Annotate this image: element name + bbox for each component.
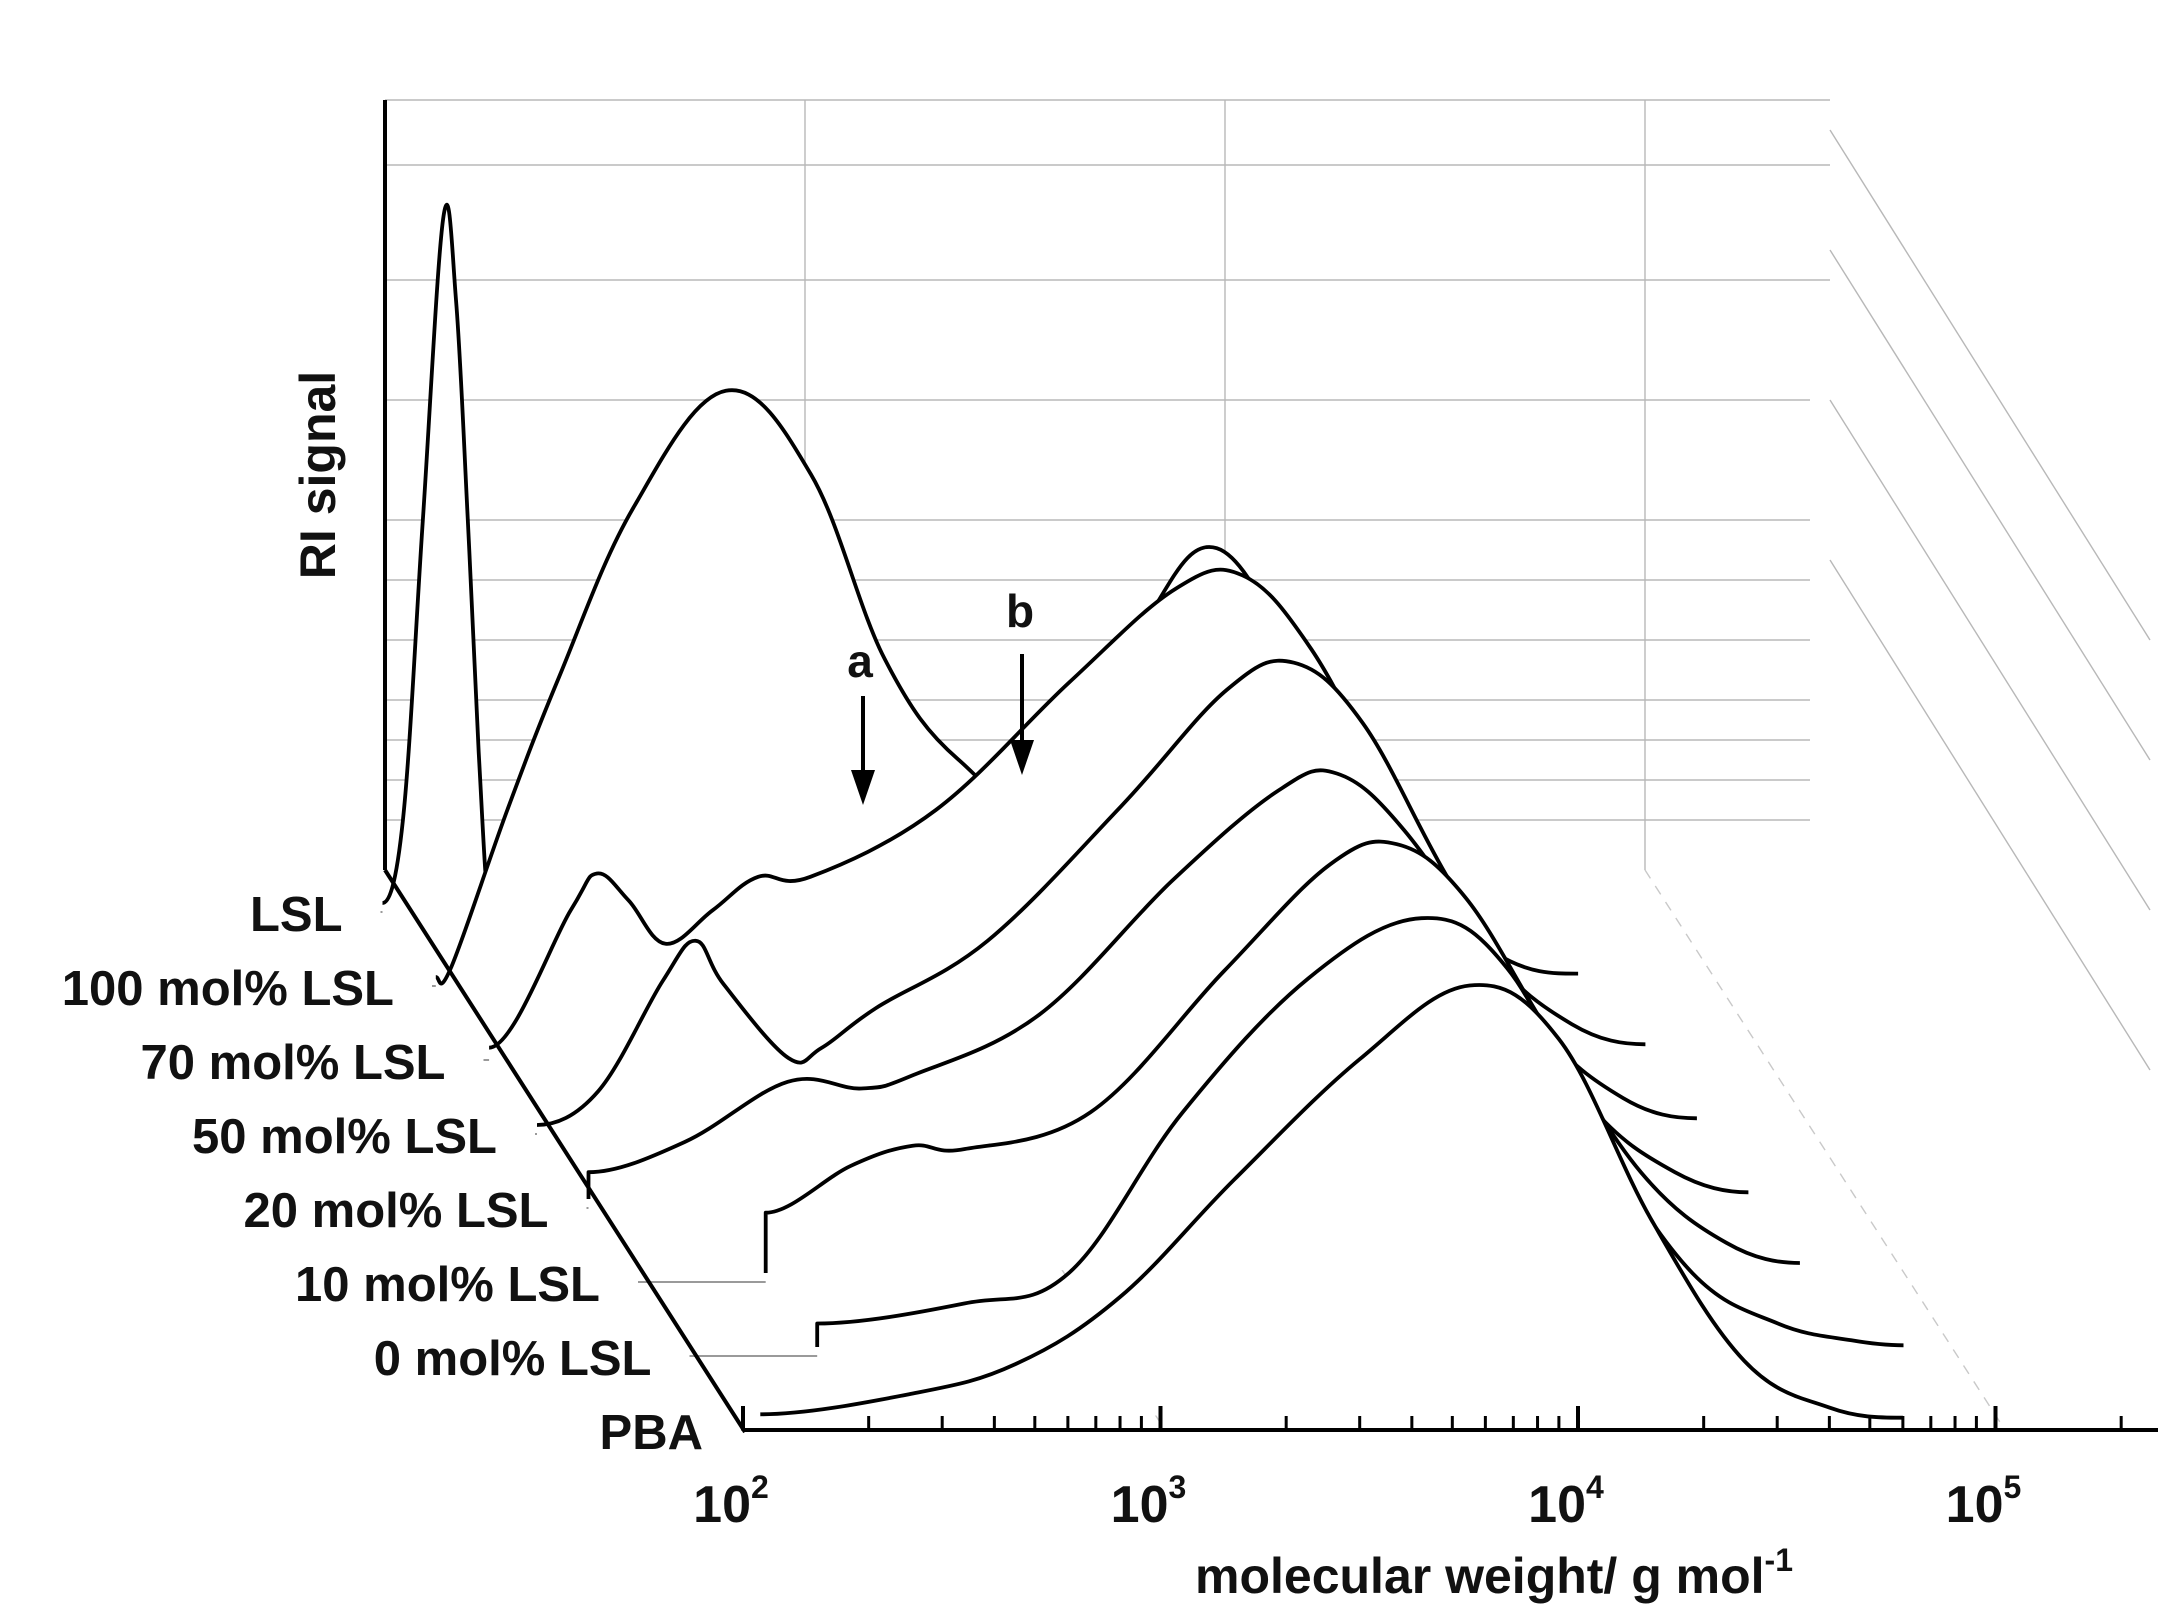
series-label: 20 mol% LSL [244, 1184, 549, 1238]
series-label: 50 mol% LSL [192, 1110, 497, 1164]
series-line [382, 202, 491, 905]
depth-axis-line [383, 868, 747, 1434]
ticks-layer: 102 103 104 105 [693, 1406, 2123, 1534]
x-axis-title: molecular weight/ g mol-1 [1195, 1542, 1793, 1604]
x-tick-label: 104 [1528, 1469, 1604, 1534]
x-tick-label: 103 [1111, 1469, 1187, 1534]
x-tick-label: 105 [1946, 1469, 2022, 1534]
series-label: 10 mol% LSL [295, 1258, 600, 1312]
labels-layer: LSL 100 mol% LSL 70 mol% LSL 50 mol% LSL 20 … [62, 888, 703, 1460]
x-tick-label: 102 [693, 1469, 769, 1534]
annotation-b-arrowhead [1010, 740, 1034, 775]
y-axis-title: RI signal [290, 371, 346, 579]
series-label: PBA [600, 1406, 703, 1460]
annotation-b: b [1006, 585, 1034, 637]
axes-layer [383, 100, 2158, 1434]
series-line [760, 983, 1903, 1420]
series-lsl [380, 202, 491, 913]
series-label: 70 mol% LSL [141, 1036, 446, 1090]
series-layer [380, 202, 1904, 1431]
series-label: LSL [250, 888, 343, 942]
annotations: a b [847, 585, 1034, 805]
series-label: 0 mol% LSL [374, 1332, 652, 1386]
annotation-a-arrowhead [851, 770, 875, 805]
annotation-a: a [847, 635, 873, 687]
series-label: 100 mol% LSL [62, 962, 394, 1016]
